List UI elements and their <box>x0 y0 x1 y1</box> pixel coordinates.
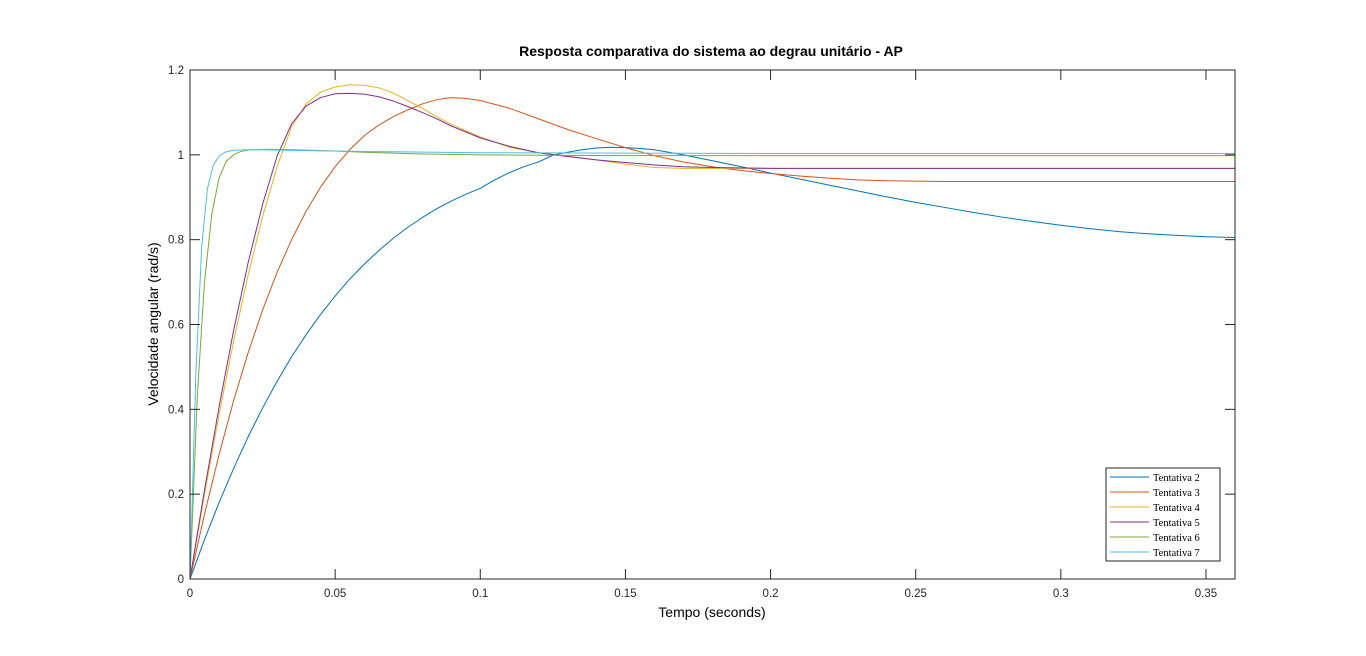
legend-entry-label: Tentativa 7 <box>1153 548 1200 559</box>
y-tick-label: 1.2 <box>168 65 184 77</box>
axes-box <box>189 69 1236 580</box>
y-tick-label: 1 <box>178 150 184 162</box>
y-tick-label: 0.8 <box>168 235 184 247</box>
x-tick-label: 0.3 <box>1053 588 1069 600</box>
y-tick-label: 0.2 <box>168 489 184 501</box>
series-line-tentativa-7[interactable] <box>190 149 1235 579</box>
legend-box <box>1105 467 1221 562</box>
x-tick-label: 0.2 <box>763 588 779 600</box>
y-axis-label: Velocidade angular (rad/s) <box>145 242 161 405</box>
series-line-tentativa-4[interactable] <box>190 84 1235 579</box>
x-tick-label: 0 <box>187 588 193 600</box>
legend[interactable]: Tentativa 2 Tentativa 3 Tentativa 4 Tentati… <box>1105 467 1221 562</box>
x-tick-label: 0.05 <box>324 588 346 600</box>
y-tick-label: 0 <box>178 574 184 586</box>
legend-entry-label: Tentativa 4 <box>1153 503 1201 514</box>
x-tick-label: 0.35 <box>1195 588 1217 600</box>
axes: 0 0.05 0.1 0.15 0.2 0.25 0.3 0.35 0 0.2 0.4 0.6 0.8 1… <box>168 65 1236 600</box>
series-layer <box>190 84 1235 579</box>
x-tick-label: 0.1 <box>472 588 488 600</box>
plot-area <box>190 70 1235 579</box>
x-tick-label: 0.25 <box>904 588 926 600</box>
y-tick-label: 0.6 <box>168 320 184 332</box>
series-line-tentativa-5[interactable] <box>190 92 1235 579</box>
legend-items: Tentativa 2 Tentativa 3 Tentativa 4 Tentati… <box>1110 473 1201 559</box>
legend-entry-label: Tentativa 2 <box>1153 473 1200 484</box>
series-line-tentativa-3[interactable] <box>190 97 1235 579</box>
x-tick-label: 0.15 <box>614 588 636 600</box>
x-axis-label: Tempo (seconds) <box>658 604 765 620</box>
y-tick-label: 0.4 <box>168 404 185 416</box>
ticks-layer: 0 0.05 0.1 0.15 0.2 0.25 0.3 0.35 0 0.2 0.4 0.6 0.8 1… <box>168 65 1235 600</box>
legend-entry-label: Tentativa 6 <box>1153 533 1200 544</box>
legend-entry-label: Tentativa 5 <box>1153 518 1200 529</box>
chart-title: Resposta comparativa do sistema ao degra… <box>519 43 903 59</box>
legend-entry-label: Tentativa 3 <box>1153 488 1200 499</box>
series-line-tentativa-2[interactable] <box>190 146 1235 579</box>
